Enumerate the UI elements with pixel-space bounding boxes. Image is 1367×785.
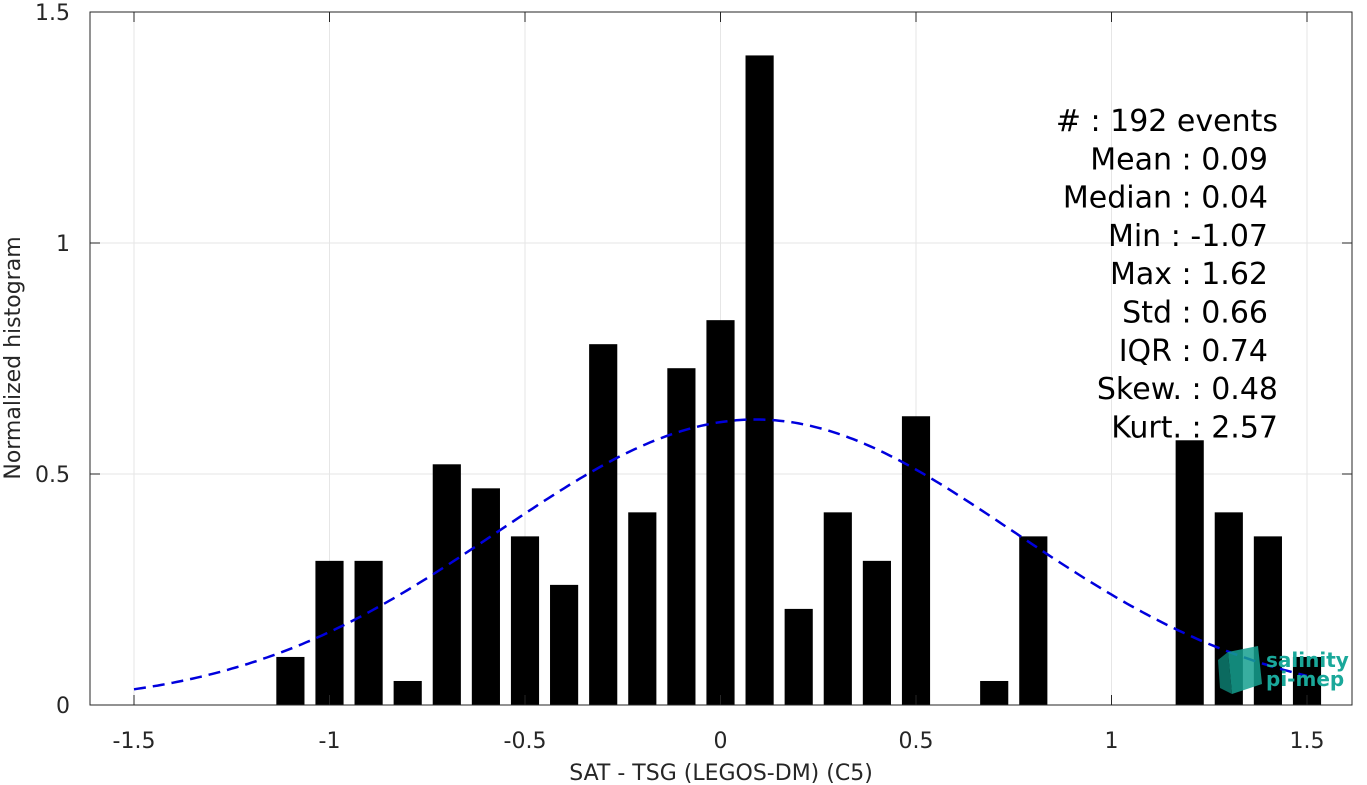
y-axis-label: Normalized histogram [1,236,26,479]
y-tick-labels: 0 0.5 1 1.5 [35,1,70,719]
y-tick-label: 1 [56,232,70,257]
histogram-bar [315,560,344,705]
histogram-bar [354,560,383,705]
histogram-bar [901,416,931,705]
x-tick-label: 0 [714,729,728,754]
stats-line: Median : 0.04 [1063,181,1268,216]
y-tick-label: 0.5 [35,463,70,488]
histogram-bar [862,560,891,705]
logo-text-salinity: salinity [1266,648,1349,672]
histogram-bar [980,680,1009,705]
ticks [90,11,1352,706]
histogram-bar [784,608,813,705]
stats-line: IQR : 0.74 [1119,334,1268,369]
stats-line: # : 192 events [1056,104,1278,139]
stats-line: Max : 1.62 [1110,257,1268,292]
histogram-bar [706,320,735,705]
histogram-bar [745,55,774,706]
histogram-bar [432,464,461,705]
histogram-bar [471,488,500,705]
x-axis-label: SAT - TSG (LEGOS-DM) (C5) [569,761,873,785]
stats-line: Min : -1.07 [1108,219,1268,254]
normal-fit-curve [133,418,1308,691]
y-tick-label: 1.5 [35,1,70,26]
logo-cube-icon [1228,646,1262,694]
x-tick-label: -1 [319,729,341,754]
histogram-bar [628,512,657,705]
x-tick-label: -1.5 [113,729,156,754]
logo-cube-side [1218,652,1232,694]
x-tick-label: 0.5 [899,729,934,754]
x-tick-label: 1 [1105,729,1119,754]
x-tick-labels: -1.5 -1 -0.5 0 0.5 1 1.5 [113,729,1325,754]
histogram-bar [823,512,852,705]
stats-line: Skew. : 0.48 [1097,372,1278,407]
histogram-bar [1175,440,1204,705]
stats-line: Mean : 0.09 [1090,142,1268,177]
histogram-bar [276,656,305,705]
x-tick-label: -0.5 [504,729,547,754]
logo-text-pimep: pi-mep [1266,667,1344,691]
histogram-bar [550,584,579,705]
x-tick-label: 1.5 [1290,729,1325,754]
histogram-bar [667,368,696,705]
salinity-pimep-logo: salinity pi-mep [1218,646,1349,694]
stats-line: Kurt. : 2.57 [1111,410,1278,445]
stats-line: Std : 0.66 [1122,296,1268,331]
y-tick-label: 0 [56,694,70,719]
histogram-bar [1019,536,1048,705]
bars [276,55,1322,706]
histogram-bar [589,344,618,705]
histogram-bar [510,536,540,705]
histogram-bar [393,680,422,705]
